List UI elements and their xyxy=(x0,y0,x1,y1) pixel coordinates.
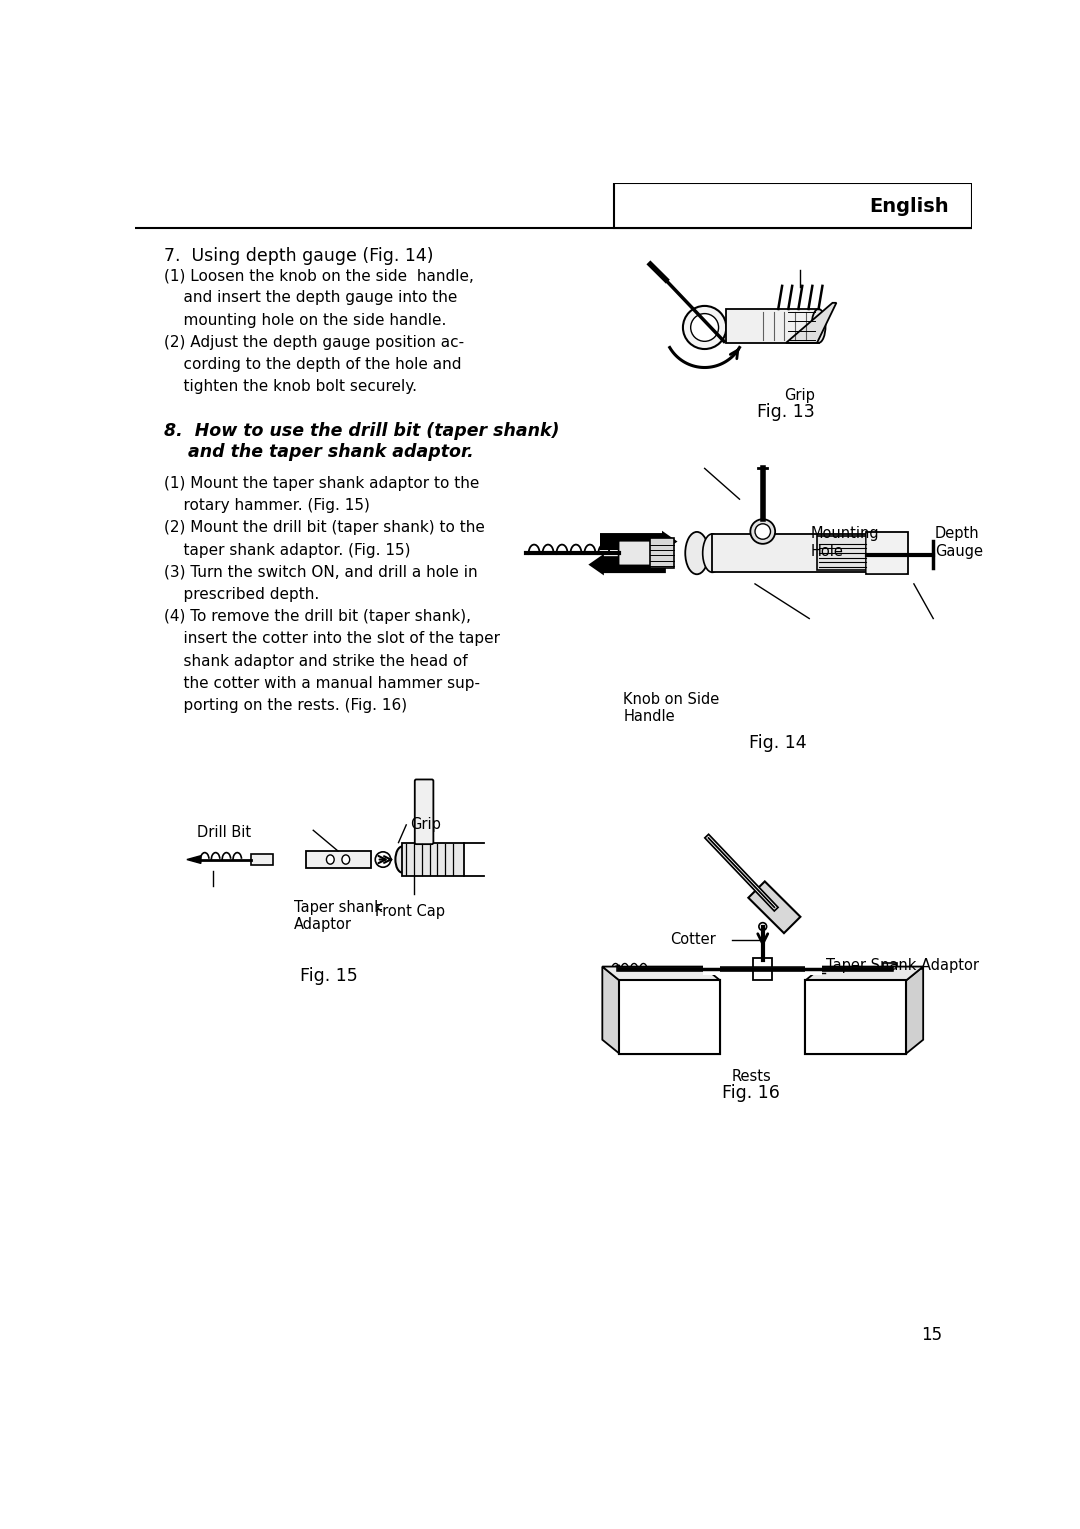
Bar xyxy=(619,980,720,1053)
Circle shape xyxy=(751,520,775,544)
Text: Grip: Grip xyxy=(410,816,441,832)
Polygon shape xyxy=(608,965,619,972)
Bar xyxy=(650,538,674,569)
FancyBboxPatch shape xyxy=(866,534,907,573)
Ellipse shape xyxy=(342,855,350,864)
Bar xyxy=(882,963,896,976)
Polygon shape xyxy=(603,966,720,980)
Text: Grip: Grip xyxy=(784,387,815,402)
Text: Taper shank
Adaptor: Taper shank Adaptor xyxy=(294,899,382,933)
Text: (1) Loosen the knob on the side  handle,
    and insert the depth gauge into the: (1) Loosen the knob on the side handle, … xyxy=(164,268,474,394)
Polygon shape xyxy=(806,966,923,980)
Bar xyxy=(806,963,823,976)
Bar xyxy=(866,532,908,573)
Circle shape xyxy=(691,313,718,341)
Bar xyxy=(816,537,867,570)
Circle shape xyxy=(759,922,767,930)
Circle shape xyxy=(755,524,770,540)
Polygon shape xyxy=(603,966,619,1053)
Ellipse shape xyxy=(395,847,409,873)
FancyBboxPatch shape xyxy=(619,541,656,566)
Bar xyxy=(726,309,819,342)
Text: (1) Mount the taper shank adaptor to the
    rotary hammer. (Fig. 15)
(2) Mount : (1) Mount the taper shank adaptor to the… xyxy=(164,476,500,713)
Polygon shape xyxy=(187,856,201,864)
Bar xyxy=(619,980,720,1053)
Text: Drill Bit: Drill Bit xyxy=(197,824,252,839)
Bar xyxy=(713,534,867,572)
Bar xyxy=(806,980,906,1053)
Circle shape xyxy=(375,852,391,867)
Text: Fig. 15: Fig. 15 xyxy=(300,968,357,985)
Text: Mounting
Hole: Mounting Hole xyxy=(811,526,879,558)
Ellipse shape xyxy=(811,309,825,342)
Ellipse shape xyxy=(703,534,723,572)
Text: Fig. 14: Fig. 14 xyxy=(750,734,807,752)
FancyArrow shape xyxy=(589,553,666,575)
Polygon shape xyxy=(748,881,800,933)
Bar xyxy=(403,842,464,876)
Text: Cotter: Cotter xyxy=(670,933,715,946)
Bar xyxy=(613,183,972,228)
Circle shape xyxy=(683,306,727,349)
Text: 8.  How to use the drill bit (taper shank)
    and the taper shank adaptor.: 8. How to use the drill bit (taper shank… xyxy=(164,422,559,460)
Bar xyxy=(806,980,906,1053)
Bar xyxy=(306,852,372,868)
Bar xyxy=(754,959,772,980)
Bar xyxy=(703,963,720,976)
Polygon shape xyxy=(786,303,836,342)
Text: 7.  Using depth gauge (Fig. 14): 7. Using depth gauge (Fig. 14) xyxy=(164,246,434,265)
Text: Fig. 16: Fig. 16 xyxy=(723,1084,780,1102)
Ellipse shape xyxy=(685,532,708,575)
Text: 15: 15 xyxy=(921,1326,943,1344)
Text: English: English xyxy=(869,197,948,216)
Text: Fig. 13: Fig. 13 xyxy=(757,404,815,420)
Text: Knob on Side
Handle: Knob on Side Handle xyxy=(623,691,719,725)
FancyArrow shape xyxy=(600,531,677,552)
Text: Taper Snank Adaptor: Taper Snank Adaptor xyxy=(826,957,980,972)
Bar xyxy=(252,855,273,865)
Ellipse shape xyxy=(326,855,334,864)
Text: Front Cap: Front Cap xyxy=(375,904,445,919)
Text: Depth
Gauge: Depth Gauge xyxy=(935,526,983,558)
Text: Rests: Rests xyxy=(731,1069,771,1084)
FancyBboxPatch shape xyxy=(415,780,433,844)
Polygon shape xyxy=(906,966,923,1053)
